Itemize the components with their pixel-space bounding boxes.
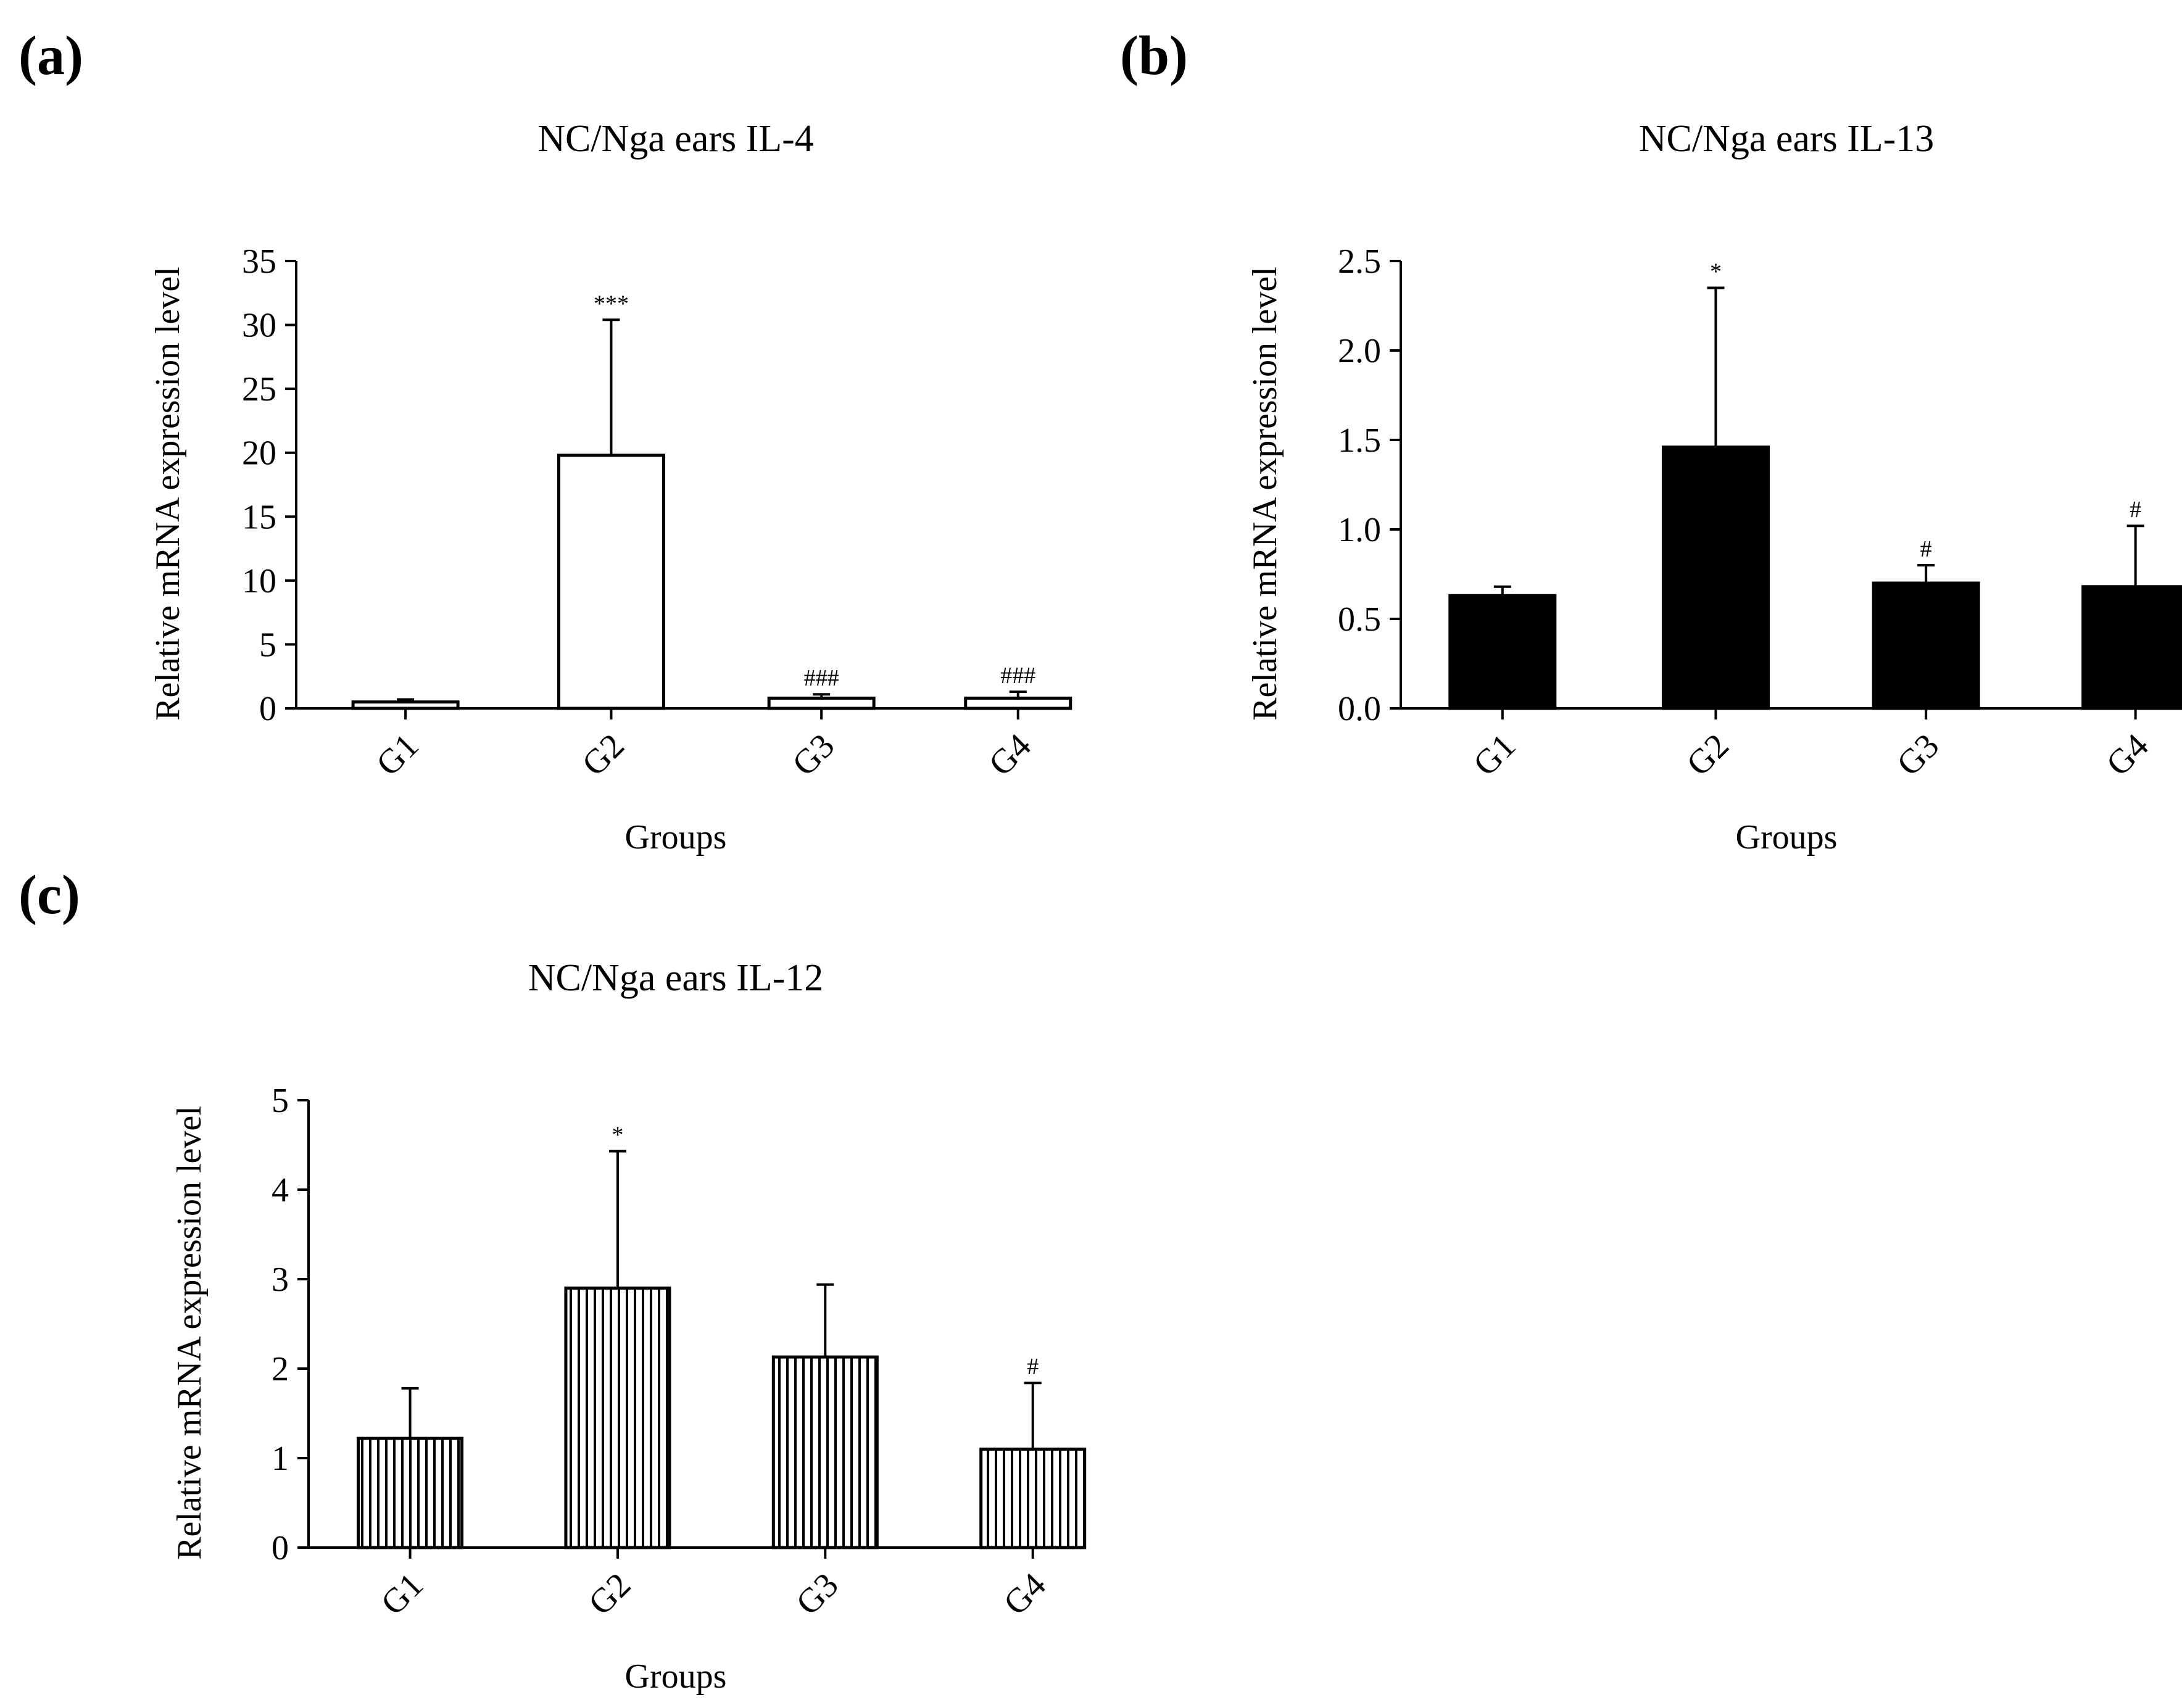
c-bar-g4 xyxy=(979,1448,1087,1549)
a-ytick-label: 10 xyxy=(242,562,276,600)
c-bar-g2 xyxy=(564,1287,671,1549)
panel-b-xlabel: Groups xyxy=(1736,818,1838,856)
a-bar-g3 xyxy=(767,696,876,710)
b-bar-g2 xyxy=(1661,446,1770,710)
b-ytick-label: 0.5 xyxy=(1338,600,1381,639)
panel-c-plot: 0 1 2 3 4 5 G1 * G2 G3 # G4 xyxy=(272,1082,1087,1623)
panel-a: (a) NC/Nga ears IL-4 Relative mRNA expre… xyxy=(19,25,1072,856)
b-category-label: G4 xyxy=(2099,726,2156,783)
panel-a-xlabel: Groups xyxy=(625,818,727,856)
a-category-label: G1 xyxy=(369,726,426,783)
c-annotation: * xyxy=(612,1122,623,1148)
a-category-label: G4 xyxy=(982,726,1039,783)
a-ytick-label: 35 xyxy=(242,243,276,281)
b-ytick-label: 2.0 xyxy=(1338,332,1381,370)
c-ytick-label: 3 xyxy=(272,1261,289,1299)
a-ytick-label: 5 xyxy=(259,626,276,664)
panel-b-label: (b) xyxy=(1120,25,1188,86)
a-annotation: ### xyxy=(1000,663,1035,689)
b-annotation: # xyxy=(1920,536,1932,562)
c-bar-g1 xyxy=(357,1436,464,1549)
b-bar-g4 xyxy=(2081,585,2182,710)
panel-c-title: NC/Nga ears IL-12 xyxy=(528,957,824,999)
panel-c-xlabel: Groups xyxy=(625,1657,727,1696)
panel-a-ylabel: Relative mRNA expression level xyxy=(149,267,187,721)
c-ytick-label: 2 xyxy=(272,1350,289,1388)
panel-a-plot: 0 5 10 15 20 25 30 35 G1 *** G2 ### G3 ### G4 xyxy=(242,243,1072,784)
panel-a-label: (a) xyxy=(19,25,83,86)
panel-c: (c) NC/Nga ears IL-12 Relative mRNA expr… xyxy=(19,864,1087,1696)
a-category-label: G2 xyxy=(575,726,631,783)
a-ytick-label: 25 xyxy=(242,370,276,408)
panel-b-title: NC/Nga ears IL-13 xyxy=(1639,118,1935,160)
b-annotation: # xyxy=(2130,497,2141,523)
b-category-label: G1 xyxy=(1466,726,1523,783)
c-ytick-label: 5 xyxy=(272,1082,289,1120)
panel-c-ylabel: Relative mRNA expression level xyxy=(170,1106,209,1560)
b-ytick-label: 1.0 xyxy=(1338,511,1381,549)
c-ytick-label: 4 xyxy=(272,1171,289,1209)
a-bar-g4 xyxy=(964,696,1072,710)
panel-c-label: (c) xyxy=(19,864,80,926)
panel-b: (b) NC/Nga ears IL-13 Relative mRNA expr… xyxy=(1120,25,2182,856)
b-annotation: * xyxy=(1710,259,1722,285)
a-ytick-label: 15 xyxy=(242,498,276,536)
c-bar-g3 xyxy=(771,1355,879,1549)
c-category-label: G3 xyxy=(789,1565,845,1622)
b-category-label: G3 xyxy=(1890,726,1946,783)
a-ytick-label: 0 xyxy=(259,690,276,728)
panel-b-ylabel: Relative mRNA expression level xyxy=(1246,267,1284,721)
b-bar-g3 xyxy=(1872,581,1980,710)
c-annotation: # xyxy=(1027,1354,1039,1380)
a-ytick-label: 20 xyxy=(242,434,276,473)
a-ytick-label: 30 xyxy=(242,307,276,345)
a-bar-g2 xyxy=(557,454,665,710)
b-bar-g1 xyxy=(1448,594,1557,710)
b-ytick-label: 0.0 xyxy=(1338,690,1381,728)
a-category-label: G3 xyxy=(785,726,842,783)
c-category-label: G2 xyxy=(581,1565,638,1622)
c-ytick-label: 1 xyxy=(272,1440,289,1478)
c-category-label: G4 xyxy=(997,1565,1053,1622)
b-category-label: G2 xyxy=(1679,726,1736,783)
b-ytick-label: 1.5 xyxy=(1338,421,1381,460)
b-ytick-label: 2.5 xyxy=(1338,243,1381,281)
a-annotation: ### xyxy=(804,665,839,691)
c-category-label: G1 xyxy=(374,1565,431,1622)
panel-a-title: NC/Nga ears IL-4 xyxy=(537,118,814,160)
c-ytick-label: 0 xyxy=(272,1529,289,1567)
a-annotation: *** xyxy=(594,291,629,317)
a-bar-g1 xyxy=(351,700,460,710)
panel-b-plot: 0.0 0.5 1.0 1.5 2.0 2.5 G1 * G2 # G3 # G4 xyxy=(1338,243,2182,784)
